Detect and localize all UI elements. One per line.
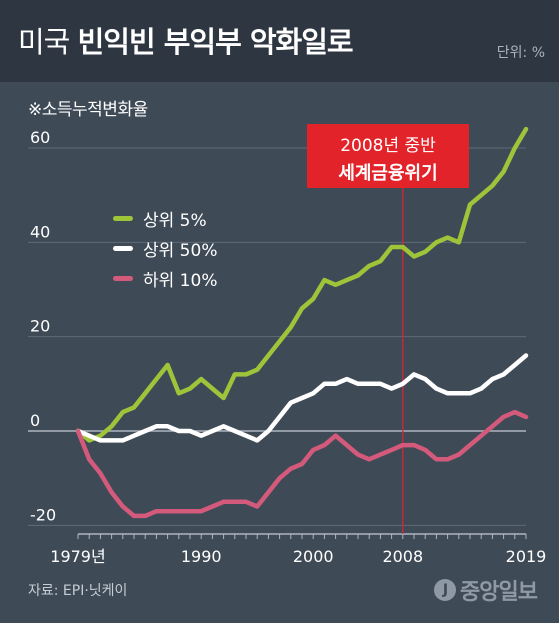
legend-item-top50: 상위 50% [113,233,217,263]
series-line-bottom10 [75,409,529,519]
legend: 상위 5% 상위 50% 하위 10% [113,203,217,293]
logo-mark-icon: J [434,579,457,601]
legend-label-top50: 상위 50% [143,240,218,261]
publisher-logo: J 중앙일보 [434,574,538,606]
event-annotation: 2008년 중반 세계금융위기 [307,124,469,188]
legend-swatch-bottom10 [113,275,133,281]
chart-title: 미국 빈익빈 부익부 악화일로 [18,19,354,61]
series-line-top50 [75,353,529,443]
series-line-top5 [75,126,529,443]
logo-text: 중앙일보 [460,580,538,605]
legend-label-bottom10: 하위 10% [143,270,218,291]
y-tick-label: 0 [30,411,40,430]
y-tick-label: 40 [30,222,50,241]
x-tick-label: 1979년 [50,547,105,566]
title-part2: 빈익빈 부익부 악화일로 [77,25,354,59]
x-tick-label: 2008 [382,547,423,566]
y-tick-label: 20 [30,317,50,336]
legend-label-top5: 상위 5% [143,210,207,231]
y-tick-label: -20 [30,505,56,524]
x-tick-label: 2019 [506,547,547,566]
header-bar: 미국 빈익빈 부익부 악화일로 단위: % [0,0,559,82]
unit-label: 단위: % [496,45,545,61]
x-tick-label: 2000 [293,547,334,566]
source-note: 자료: EPI·닛케이 [28,583,128,599]
chart-subtitle: ※소득누적변화율 [28,100,148,120]
title-part1: 미국 [18,25,70,59]
event-name-label: 세계금융위기 [338,163,438,184]
event-date-label: 2008년 중반 [340,136,436,156]
legend-swatch-top5 [113,215,133,221]
legend-swatch-top50 [113,245,133,251]
x-tick-label: 1990 [181,547,222,566]
legend-item-bottom10: 하위 10% [113,263,217,293]
y-tick-label: 60 [30,128,50,147]
legend-item-top5: 상위 5% [113,203,217,233]
